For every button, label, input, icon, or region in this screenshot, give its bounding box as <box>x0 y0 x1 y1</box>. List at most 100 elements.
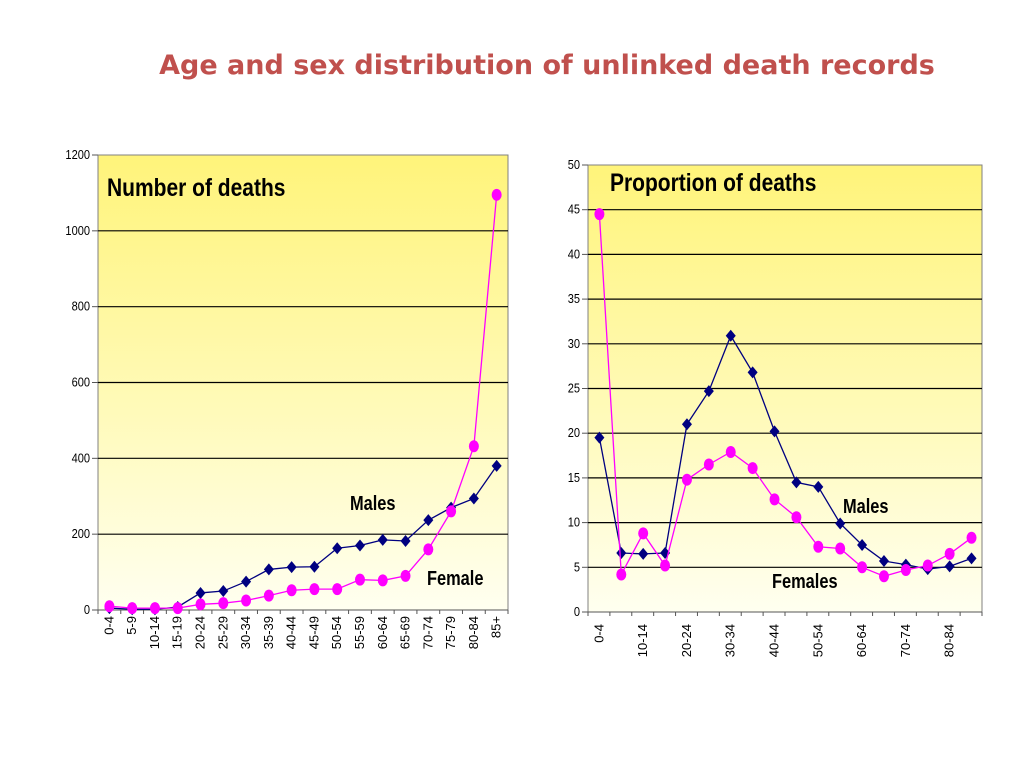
data-point-females <box>703 458 714 471</box>
x-tick-label: 20-24 <box>679 624 694 657</box>
data-point-females <box>900 563 911 576</box>
data-point-female <box>104 600 115 613</box>
y-tick-label: 30 <box>568 336 581 351</box>
x-tick-label: 50-54 <box>329 616 344 649</box>
series-label: Males <box>350 491 396 514</box>
y-tick-label: 45 <box>568 202 581 217</box>
data-point-males <box>616 546 627 559</box>
data-point-males <box>835 517 846 530</box>
x-tick-label: 30-34 <box>238 616 253 649</box>
data-point-males <box>423 514 434 527</box>
data-point-female <box>423 543 434 556</box>
x-tick-label: 35-39 <box>261 616 276 649</box>
data-point-females <box>616 568 627 581</box>
slide-title: Age and sex distribution of unlinked dea… <box>159 50 935 81</box>
data-point-males <box>332 542 343 555</box>
data-point-female <box>263 589 274 602</box>
x-tick-label: 25-29 <box>215 616 230 649</box>
data-point-females <box>944 547 955 560</box>
data-point-female <box>400 569 411 582</box>
data-point-males <box>594 431 605 444</box>
data-point-females <box>878 570 889 583</box>
data-point-males <box>769 425 780 438</box>
data-point-males <box>944 560 955 573</box>
x-tick-label: 0-4 <box>101 616 116 635</box>
series-label: Female <box>427 566 483 589</box>
x-tick-label: 50-54 <box>810 624 825 657</box>
x-tick-label: 15-19 <box>170 616 185 649</box>
data-point-female <box>491 188 502 201</box>
data-point-males <box>468 492 479 505</box>
data-point-males <box>747 366 758 379</box>
data-point-female <box>309 583 320 596</box>
x-tick-label: 80-84 <box>466 616 481 649</box>
data-point-female <box>377 574 388 587</box>
data-point-females <box>681 473 692 486</box>
y-tick-label: 25 <box>568 381 581 396</box>
data-point-males <box>263 563 274 576</box>
data-point-females <box>966 531 977 544</box>
x-tick-label: 40-44 <box>284 616 299 649</box>
x-tick-label: 60-64 <box>375 616 390 649</box>
data-point-females <box>835 542 846 555</box>
y-tick-label: 10 <box>568 515 581 530</box>
data-point-females <box>857 561 868 574</box>
data-point-female <box>468 440 479 453</box>
chart-title: Number of deaths <box>107 173 285 201</box>
y-tick-label: 600 <box>72 375 91 390</box>
data-point-female <box>172 602 183 615</box>
x-tick-label: 5-9 <box>124 616 139 635</box>
proportion-of-deaths-chart: 0 5 10 15 20 25 30 35 40 45 50 0-4 10-14 20-24 30-34 40… <box>568 157 983 657</box>
data-point-males <box>966 552 977 565</box>
data-point-females <box>660 559 671 572</box>
data-point-males <box>703 385 714 398</box>
number-of-deaths-chart: 0 200 400 600 800 1000 1200 0-4 5-9 10-14 15-19 20-… <box>65 147 509 649</box>
series-label: Females <box>772 569 838 592</box>
data-point-females <box>725 445 736 458</box>
data-point-males <box>491 459 502 472</box>
data-point-females <box>769 493 780 506</box>
series-label: Males <box>843 494 889 517</box>
data-point-males <box>354 539 365 552</box>
y-tick-label: 50 <box>568 157 581 172</box>
x-tick-label: 70-74 <box>420 616 435 649</box>
x-tick-label: 30-34 <box>723 624 738 657</box>
data-point-female <box>218 597 229 610</box>
x-tick-label: 75-79 <box>443 616 458 649</box>
data-point-females <box>922 559 933 572</box>
data-point-males <box>725 329 736 342</box>
data-point-males <box>813 480 824 493</box>
x-tick-label: 40-44 <box>767 624 782 657</box>
x-tick-label: 60-64 <box>854 624 869 657</box>
data-point-males <box>878 555 889 568</box>
data-point-female <box>354 573 365 586</box>
y-tick-label: 0 <box>84 602 90 617</box>
x-tick-label: 45-49 <box>306 616 321 649</box>
x-tick-label: 80-84 <box>942 624 957 657</box>
y-tick-label: 20 <box>568 425 581 440</box>
data-point-females <box>791 511 802 524</box>
data-point-males <box>241 575 252 588</box>
data-point-males <box>286 561 297 574</box>
x-tick-label: 10-14 <box>147 616 162 649</box>
data-point-females <box>594 208 605 221</box>
data-point-males <box>857 538 868 551</box>
y-tick-label: 5 <box>574 559 580 574</box>
x-tick-label: 20-24 <box>193 616 208 649</box>
data-point-female <box>286 584 297 597</box>
y-tick-label: 35 <box>568 291 581 306</box>
chart-title: Proportion of deaths <box>610 168 816 196</box>
data-point-females <box>813 540 824 553</box>
y-tick-label: 15 <box>568 470 581 485</box>
data-point-female <box>149 602 160 615</box>
data-point-males <box>681 418 692 431</box>
data-point-males <box>218 585 229 598</box>
data-point-males <box>377 533 388 546</box>
data-point-males <box>195 586 206 599</box>
y-tick-label: 800 <box>72 299 91 314</box>
data-point-males <box>638 547 649 560</box>
y-tick-label: 40 <box>568 247 581 262</box>
y-tick-label: 400 <box>72 450 91 465</box>
y-tick-label: 1000 <box>65 223 90 238</box>
data-point-males <box>309 560 320 573</box>
